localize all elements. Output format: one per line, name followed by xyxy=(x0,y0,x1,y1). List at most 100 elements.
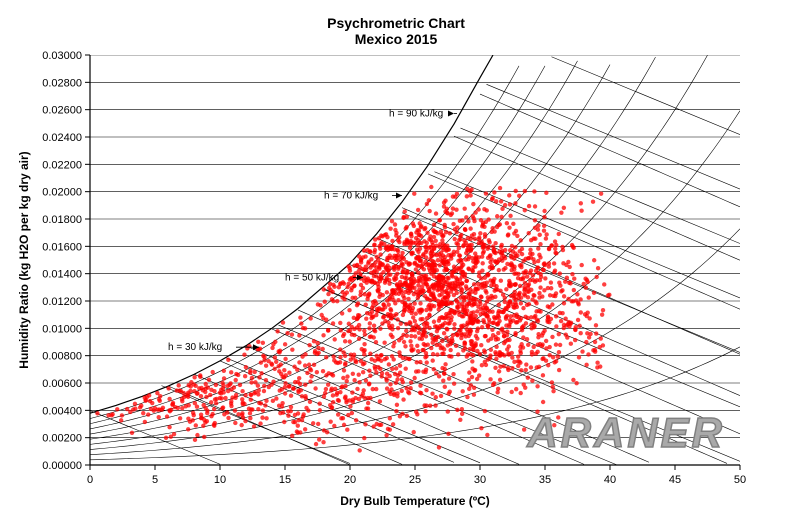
data-point xyxy=(390,354,394,358)
data-point xyxy=(436,258,440,262)
data-point xyxy=(380,307,384,311)
chart-title-2: Mexico 2015 xyxy=(355,31,438,47)
data-point xyxy=(554,251,558,255)
data-point xyxy=(557,332,561,336)
data-point xyxy=(449,308,453,312)
data-point xyxy=(342,332,346,336)
data-point xyxy=(195,391,199,395)
data-point xyxy=(428,245,432,249)
data-point xyxy=(244,365,248,369)
data-point xyxy=(432,270,436,274)
data-point xyxy=(259,360,263,364)
data-point xyxy=(438,218,442,222)
data-point xyxy=(500,207,504,211)
data-point xyxy=(425,241,429,245)
data-point xyxy=(440,366,444,370)
data-point xyxy=(464,215,468,219)
data-point xyxy=(439,229,443,233)
data-point xyxy=(460,302,464,306)
data-point xyxy=(522,382,526,386)
data-point xyxy=(418,301,422,305)
xtick-label: 40 xyxy=(604,474,616,486)
data-point xyxy=(503,203,507,207)
data-point xyxy=(297,333,301,337)
data-point xyxy=(408,246,412,250)
data-point xyxy=(594,275,598,279)
data-point xyxy=(540,357,544,361)
data-point xyxy=(368,321,372,325)
data-point xyxy=(145,395,149,399)
data-point xyxy=(316,351,320,355)
ytick-label: 0.00800 xyxy=(42,351,82,363)
data-point xyxy=(327,286,331,290)
data-point xyxy=(599,336,603,340)
data-point xyxy=(529,326,533,330)
data-point xyxy=(273,367,277,371)
data-point xyxy=(309,374,313,378)
data-point xyxy=(348,339,352,343)
data-point xyxy=(354,264,358,268)
data-point xyxy=(475,309,479,313)
data-point xyxy=(362,248,366,252)
data-point xyxy=(450,339,454,343)
data-point xyxy=(326,292,330,296)
data-point xyxy=(530,297,534,301)
data-point xyxy=(261,354,265,358)
data-point xyxy=(427,266,431,270)
data-point xyxy=(532,293,536,297)
data-point xyxy=(379,374,383,378)
data-point xyxy=(563,317,567,321)
data-point xyxy=(386,268,390,272)
data-point xyxy=(192,382,196,386)
data-point xyxy=(282,420,286,424)
data-point xyxy=(381,270,385,274)
data-point xyxy=(239,423,243,427)
data-point xyxy=(400,300,404,304)
data-point xyxy=(270,346,274,350)
data-point xyxy=(415,344,419,348)
data-point xyxy=(347,308,351,312)
data-point xyxy=(336,412,340,416)
ytick-label: 0.01200 xyxy=(42,296,82,308)
data-point xyxy=(567,265,571,269)
data-point xyxy=(460,281,464,285)
data-point xyxy=(368,352,372,356)
data-point xyxy=(421,252,425,256)
data-point xyxy=(596,266,600,270)
data-point xyxy=(533,226,537,230)
data-point xyxy=(285,331,289,335)
data-point xyxy=(527,282,531,286)
data-point xyxy=(269,383,273,387)
data-point xyxy=(119,418,123,422)
data-point xyxy=(332,424,336,428)
data-point xyxy=(602,282,606,286)
data-point xyxy=(458,418,462,422)
data-point xyxy=(141,411,145,415)
data-point xyxy=(452,382,456,386)
data-point xyxy=(562,323,566,327)
data-point xyxy=(493,335,497,339)
data-point xyxy=(515,315,519,319)
data-point xyxy=(298,315,302,319)
data-point xyxy=(263,403,267,407)
data-point xyxy=(280,401,284,405)
data-point xyxy=(587,316,591,320)
data-point xyxy=(483,232,487,236)
data-point xyxy=(584,340,588,344)
data-point xyxy=(470,343,474,347)
data-point xyxy=(421,280,425,284)
data-point xyxy=(359,290,363,294)
data-point xyxy=(353,296,357,300)
data-point xyxy=(466,291,470,295)
data-point xyxy=(416,349,420,353)
data-point xyxy=(426,262,430,266)
data-point xyxy=(552,261,556,265)
data-point xyxy=(468,287,472,291)
ytick-label: 0.02600 xyxy=(42,105,82,117)
data-point xyxy=(120,413,124,417)
ytick-label: 0.01800 xyxy=(42,214,82,226)
data-point xyxy=(520,325,524,329)
data-point xyxy=(553,247,557,251)
data-point xyxy=(359,260,363,264)
data-point xyxy=(390,327,394,331)
